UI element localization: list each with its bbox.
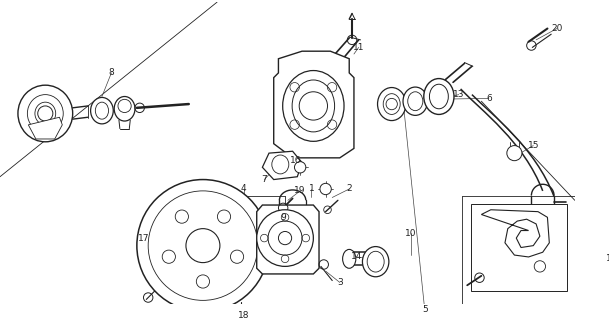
Text: 8: 8: [108, 68, 114, 77]
Text: 2: 2: [347, 185, 352, 194]
Text: 4: 4: [241, 185, 246, 194]
Circle shape: [257, 210, 314, 266]
Text: 1: 1: [309, 185, 314, 194]
Ellipse shape: [378, 88, 406, 121]
Text: 13: 13: [453, 90, 465, 99]
Ellipse shape: [424, 79, 454, 115]
FancyBboxPatch shape: [471, 204, 567, 291]
Ellipse shape: [343, 249, 356, 268]
Text: 19: 19: [294, 186, 306, 196]
Ellipse shape: [403, 87, 428, 116]
Ellipse shape: [18, 85, 72, 142]
Text: 9: 9: [280, 213, 286, 222]
Text: 20: 20: [551, 24, 563, 33]
Text: 17: 17: [138, 234, 149, 243]
Text: 5: 5: [422, 305, 428, 314]
Polygon shape: [273, 51, 354, 158]
Ellipse shape: [91, 98, 113, 124]
Text: 18: 18: [238, 311, 249, 320]
Ellipse shape: [114, 97, 135, 121]
Text: 11: 11: [353, 43, 364, 52]
Circle shape: [320, 183, 331, 195]
Polygon shape: [262, 151, 302, 180]
Polygon shape: [28, 117, 62, 139]
Text: 16: 16: [290, 156, 301, 165]
Polygon shape: [257, 205, 319, 274]
Polygon shape: [481, 210, 549, 257]
Text: 12: 12: [606, 254, 609, 263]
Text: 10: 10: [405, 229, 417, 238]
Text: 15: 15: [527, 141, 539, 150]
Circle shape: [137, 180, 269, 312]
Text: 3: 3: [337, 278, 343, 287]
Circle shape: [295, 162, 306, 173]
Ellipse shape: [283, 70, 344, 141]
Text: 7: 7: [261, 175, 267, 184]
Circle shape: [507, 146, 522, 161]
Ellipse shape: [362, 247, 389, 277]
Text: 6: 6: [486, 94, 492, 103]
Text: 14: 14: [351, 252, 362, 261]
